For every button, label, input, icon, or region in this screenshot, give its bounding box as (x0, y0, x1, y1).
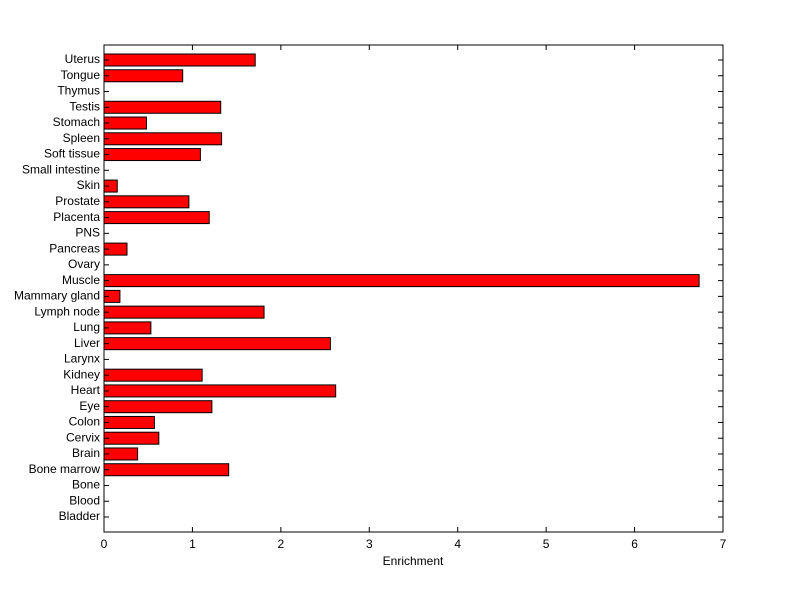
y-tick-label: Cervix (66, 430, 100, 444)
x-axis-label: Enrichment (383, 554, 444, 568)
y-tick-label: Soft tissue (44, 147, 100, 161)
y-tick-label: Testis (69, 99, 100, 113)
y-tick-label: Stomach (53, 115, 100, 129)
bar (103, 274, 700, 288)
y-tick-label: Colon (69, 415, 100, 429)
bar (103, 321, 152, 335)
y-tick-label: Muscle (62, 273, 100, 287)
bar (103, 368, 203, 382)
y-tick-label: Eye (79, 399, 100, 413)
bar (103, 415, 155, 429)
y-tick-label: Small intestine (22, 162, 100, 176)
y-tick-label: Skin (77, 178, 100, 192)
y-tick-label: Prostate (55, 194, 100, 208)
plot-frame (103, 44, 724, 533)
y-tick-label: Ovary (68, 257, 100, 271)
y-tick-label: Spleen (63, 131, 100, 145)
bar (103, 132, 223, 146)
bar (103, 447, 139, 461)
x-tick-label: 3 (366, 537, 373, 551)
x-tick-label: 0 (101, 537, 108, 551)
x-tick-label: 5 (543, 537, 550, 551)
y-tick-label: Bone (72, 478, 100, 492)
y-tick-label: Brain (72, 446, 100, 460)
bar (103, 148, 201, 162)
bar (103, 305, 265, 319)
y-tick-label: Bone marrow (29, 462, 101, 476)
bar (103, 195, 190, 209)
bar (103, 431, 160, 445)
bar (103, 116, 147, 130)
y-tick-label: Heart (71, 383, 101, 397)
bar (103, 53, 256, 67)
y-tick-label: PNS (75, 226, 100, 240)
bar (103, 211, 210, 225)
bar (103, 384, 337, 398)
y-tick-label: Uterus (65, 52, 100, 66)
x-tick-label: 4 (454, 537, 461, 551)
y-tick-label: Blood (69, 493, 100, 507)
y-tick-label: Mammary gland (14, 289, 100, 303)
y-tick-label: Pancreas (49, 241, 100, 255)
x-tick-label: 6 (631, 537, 638, 551)
y-tick-label: Liver (74, 336, 100, 350)
y-tick-label: Larynx (64, 352, 100, 366)
bar (103, 69, 184, 83)
x-tick-label: 1 (189, 537, 196, 551)
y-tick-label: Thymus (57, 84, 100, 98)
y-tick-label: Placenta (53, 210, 100, 224)
y-tick-label: Lymph node (34, 304, 100, 318)
bar (103, 100, 222, 114)
bar (103, 463, 230, 477)
x-tick-label: 2 (278, 537, 285, 551)
y-tick-label: Bladder (59, 509, 100, 523)
x-tick-label: 7 (720, 537, 727, 551)
y-tick-label: Kidney (63, 367, 100, 381)
y-tick-label: Tongue (61, 68, 101, 82)
bar (103, 400, 213, 414)
y-tick-label: Lung (73, 320, 100, 334)
bar (103, 337, 331, 351)
